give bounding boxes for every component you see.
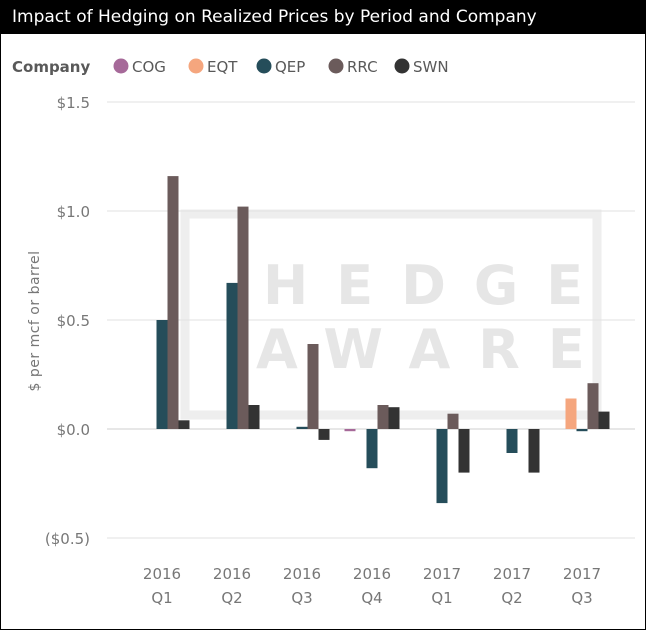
- bar-qep-2017-q1[interactable]: [436, 429, 448, 504]
- watermark-line-1: HEDGE: [263, 254, 611, 317]
- x-tick-quarter: Q2: [501, 589, 522, 607]
- x-tick-year: 2016: [353, 565, 391, 583]
- bar-qep-2016-q3[interactable]: [296, 426, 308, 429]
- x-tick-year: 2017: [563, 565, 601, 583]
- bar-rrc-2017-q3[interactable]: [587, 383, 599, 429]
- legend-marker-cog: [113, 58, 129, 74]
- legend-title: Company: [12, 58, 90, 76]
- bar-rrc-2017-q1[interactable]: [447, 413, 459, 429]
- y-tick-label: $0.5: [57, 312, 90, 330]
- bar-rrc-2016-q1[interactable]: [167, 176, 179, 429]
- bar-swn-2017-q2[interactable]: [528, 429, 540, 473]
- bar-qep-2017-q3[interactable]: [576, 429, 588, 432]
- chart-title: Impact of Hedging on Realized Prices by …: [12, 7, 537, 27]
- bar-swn-2016-q2[interactable]: [248, 405, 260, 429]
- x-tick-year: 2016: [213, 565, 251, 583]
- y-tick-label: $0.0: [57, 421, 90, 439]
- legend-label-rrc: RRC: [347, 58, 378, 76]
- legend: Company COG EQT QEP RRC SWN: [12, 58, 449, 76]
- bar-qep-2016-q2[interactable]: [226, 282, 238, 429]
- legend-label-eqt: EQT: [207, 58, 238, 76]
- gridlines: [107, 101, 635, 539]
- legend-marker-qep: [256, 58, 272, 74]
- x-tick-quarter: Q2: [221, 589, 242, 607]
- bar-qep-2016-q4[interactable]: [366, 429, 378, 469]
- x-tick-year: 2016: [143, 565, 181, 583]
- x-tick-quarter: Q1: [151, 589, 172, 607]
- y-axis: $1.5 $1.0 $0.5 $0.0 ($0.5) $ per mcf or barre…: [27, 94, 90, 548]
- legend-marker-rrc: [328, 58, 344, 74]
- bar-qep-2017-q2[interactable]: [506, 429, 518, 453]
- bar-eqt-2017-q3[interactable]: [565, 398, 577, 430]
- bar-rrc-2016-q4[interactable]: [377, 405, 389, 429]
- y-tick-label: $1.0: [57, 203, 90, 221]
- y-tick-label: ($0.5): [45, 530, 90, 548]
- x-tick-year: 2017: [423, 565, 461, 583]
- x-tick-quarter: Q3: [291, 589, 312, 607]
- title-bar: Impact of Hedging on Realized Prices by …: [1, 1, 645, 34]
- legend-marker-swn: [394, 58, 410, 74]
- bar-swn-2017-q1[interactable]: [458, 429, 470, 473]
- x-tick-quarter: Q3: [571, 589, 592, 607]
- bar-swn-2016-q3[interactable]: [318, 429, 330, 440]
- x-tick-year: 2016: [283, 565, 321, 583]
- y-tick-label: $1.5: [57, 94, 90, 112]
- x-tick-year: 2017: [493, 565, 531, 583]
- bar-rrc-2016-q3[interactable]: [307, 344, 319, 429]
- bar-cog-2016-q4[interactable]: [344, 429, 356, 432]
- x-tick-quarter: Q1: [431, 589, 452, 607]
- bar-swn-2017-q3[interactable]: [598, 411, 610, 429]
- bar-swn-2016-q4[interactable]: [388, 407, 400, 429]
- legend-label-swn: SWN: [413, 58, 449, 76]
- bar-rrc-2016-q2[interactable]: [237, 206, 249, 429]
- bar-swn-2016-q1[interactable]: [178, 420, 190, 429]
- legend-label-cog: COG: [132, 58, 166, 76]
- legend-label-qep: QEP: [275, 58, 305, 76]
- legend-marker-eqt: [188, 58, 204, 74]
- x-axis: 2016 Q1 2016 Q2 2016 Q3 2016 Q4 2017 Q1 2017 Q2 2017…: [143, 565, 601, 607]
- y-axis-label: $ per mcf or barrel: [27, 251, 43, 392]
- bar-qep-2016-q1[interactable]: [156, 320, 168, 429]
- x-tick-quarter: Q4: [361, 589, 382, 607]
- bars: [156, 176, 610, 504]
